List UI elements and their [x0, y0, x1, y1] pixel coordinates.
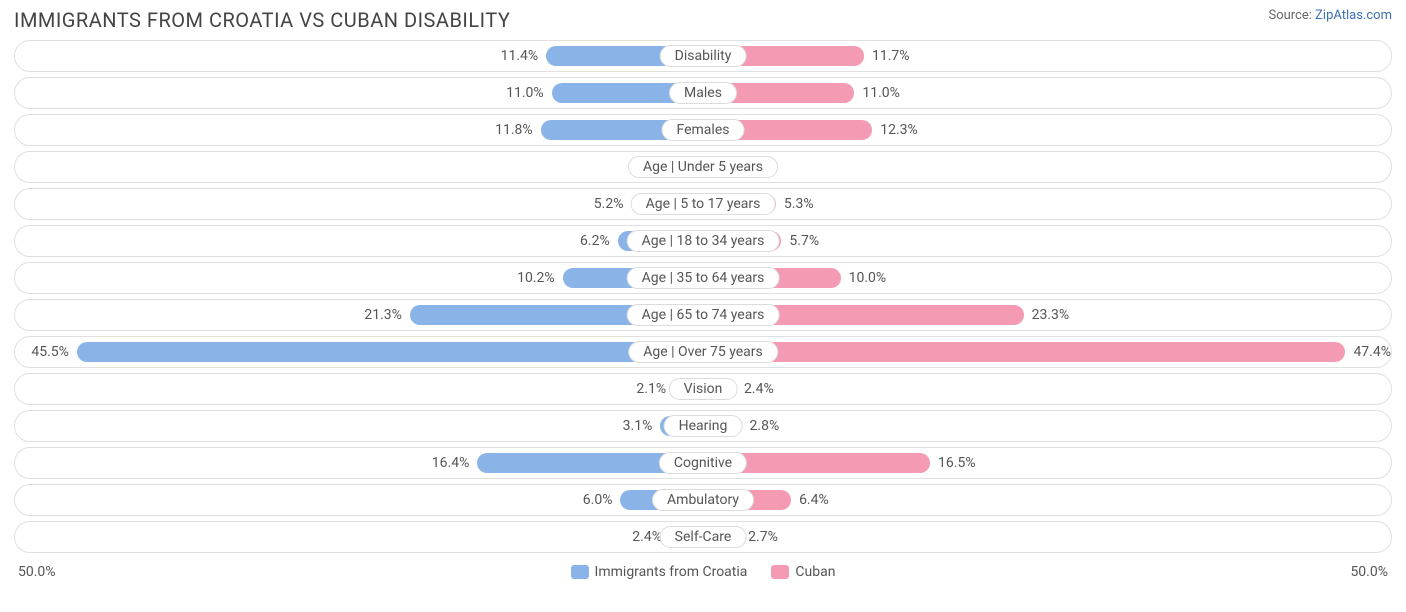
value-right: 12.3% — [880, 122, 918, 138]
category-label: Age | 18 to 34 years — [627, 230, 780, 252]
value-right: 23.3% — [1032, 307, 1070, 323]
category-label: Disability — [660, 45, 747, 67]
value-left: 11.8% — [495, 122, 533, 138]
chart-row: 10.2% 10.0% Age | 35 to 64 years — [14, 262, 1392, 294]
value-left: 16.4% — [432, 455, 470, 471]
value-left: 2.1% — [636, 381, 666, 397]
chart-row: 6.2% 5.7% Age | 18 to 34 years — [14, 225, 1392, 257]
legend-item-left: Immigrants from Croatia — [571, 564, 748, 580]
bar-right — [703, 342, 1345, 362]
value-right: 5.3% — [784, 196, 814, 212]
value-right: 47.4% — [1353, 344, 1391, 360]
chart-area: 11.4% 11.7% Disability 11.0% 11.0% Males 11.8%… — [0, 36, 1406, 553]
category-label: Self-Care — [660, 526, 747, 548]
value-left: 6.2% — [580, 233, 610, 249]
axis-max-right: 50.0% — [1350, 564, 1388, 580]
category-label: Age | 35 to 64 years — [627, 267, 780, 289]
legend: Immigrants from Croatia Cuban — [56, 564, 1351, 580]
source-link[interactable]: ZipAtlas.com — [1315, 8, 1392, 23]
legend-swatch-right — [771, 565, 789, 579]
value-left: 11.4% — [501, 48, 539, 64]
chart-row: 11.0% 11.0% Males — [14, 77, 1392, 109]
value-left: 2.4% — [632, 529, 662, 545]
category-label: Ambulatory — [652, 489, 754, 511]
chart-footer: 50.0% Immigrants from Croatia Cuban 50.0… — [0, 558, 1406, 580]
chart-row: 11.4% 11.7% Disability — [14, 40, 1392, 72]
bar-left — [77, 342, 703, 362]
source-prefix: Source: — [1268, 8, 1315, 23]
value-right: 11.7% — [872, 48, 910, 64]
legend-swatch-left — [571, 565, 589, 579]
value-right: 10.0% — [849, 270, 887, 286]
category-label: Age | 65 to 74 years — [627, 304, 780, 326]
value-left: 10.2% — [517, 270, 555, 286]
value-left: 45.5% — [31, 344, 69, 360]
legend-label-left: Immigrants from Croatia — [595, 564, 748, 580]
chart-row: 45.5% 47.4% Age | Over 75 years — [14, 336, 1392, 368]
value-right: 2.8% — [750, 418, 780, 434]
chart-row: 2.4% 2.7%Self-Care — [14, 521, 1392, 553]
category-label: Hearing — [664, 415, 743, 437]
chart-row: 5.2% 5.3% Age | 5 to 17 years — [14, 188, 1392, 220]
value-left: 3.1% — [623, 418, 653, 434]
value-right: 11.0% — [862, 85, 900, 101]
value-right: 2.7% — [748, 529, 778, 545]
category-label: Age | 5 to 17 years — [631, 193, 776, 215]
value-left: 21.3% — [364, 307, 402, 323]
chart-row: 2.1% 2.4% Vision — [14, 373, 1392, 405]
chart-row: 16.4% 16.5% Cognitive — [14, 447, 1392, 479]
category-label: Cognitive — [659, 452, 747, 474]
legend-item-right: Cuban — [771, 564, 835, 580]
value-right: 16.5% — [938, 455, 976, 471]
chart-row: 3.1% 2.8% Hearing — [14, 410, 1392, 442]
value-right: 2.4% — [744, 381, 774, 397]
chart-source: Source: ZipAtlas.com — [1268, 8, 1392, 23]
chart-row: 11.8% 12.3% Females — [14, 114, 1392, 146]
legend-label-right: Cuban — [795, 564, 835, 580]
category-label: Age | Over 75 years — [628, 341, 778, 363]
chart-header: IMMIGRANTS FROM CROATIA VS CUBAN DISABIL… — [0, 0, 1406, 36]
category-label: Males — [669, 82, 737, 104]
axis-max-left: 50.0% — [18, 564, 56, 580]
value-left: 6.0% — [583, 492, 613, 508]
value-left: 5.2% — [594, 196, 624, 212]
chart-row: 1.3%1.2%Age | Under 5 years — [14, 151, 1392, 183]
chart-row: 21.3% 23.3% Age | 65 to 74 years — [14, 299, 1392, 331]
chart-row: 6.0% 6.4% Ambulatory — [14, 484, 1392, 516]
category-label: Vision — [669, 378, 738, 400]
value-right: 5.7% — [789, 233, 819, 249]
category-label: Females — [662, 119, 745, 141]
value-right: 6.4% — [799, 492, 829, 508]
category-label: Age | Under 5 years — [628, 156, 778, 178]
value-left: 11.0% — [506, 85, 544, 101]
chart-title: IMMIGRANTS FROM CROATIA VS CUBAN DISABIL… — [14, 8, 510, 32]
